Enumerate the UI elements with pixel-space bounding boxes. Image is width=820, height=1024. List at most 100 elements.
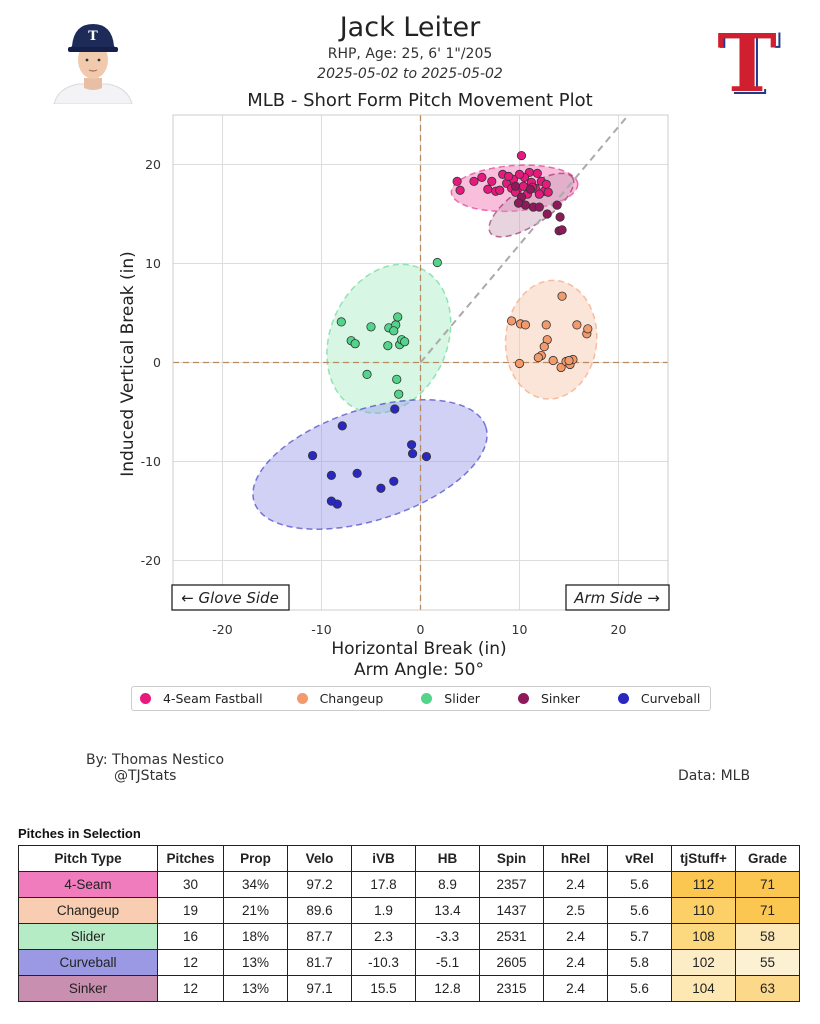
point-changeup — [556, 362, 566, 373]
legend-marker — [140, 693, 151, 704]
pitch-type-cell: Slider — [18, 923, 158, 950]
plot-title: MLB - Short Form Pitch Movement Plot — [247, 90, 593, 111]
table-cell: 2531 — [479, 923, 544, 950]
y-tick-label: 0 — [153, 355, 161, 370]
player-name: Jack Leiter — [339, 12, 481, 43]
table-row: Sinker 12 13% 97.1 15.5 12.8 2315 2.4 5.6 104 63 — [18, 975, 800, 1002]
point-4-seam-fastball — [504, 171, 514, 181]
table-cell: 108 — [671, 923, 736, 950]
legend-item: 4-Seam Fastball — [140, 691, 263, 706]
table-cell: 97.1 — [287, 975, 352, 1002]
point-4-seam-fastball — [483, 184, 493, 194]
table-cell: 2.3 — [351, 923, 416, 950]
table-cell: 12.8 — [415, 975, 480, 1002]
legend-label: Sinker — [540, 691, 580, 706]
point-4-seam-fastball — [452, 176, 462, 186]
table-row: 4-Seam 30 34% 97.2 17.8 8.9 2357 2.4 5.6 112 71 — [18, 871, 800, 898]
point-4-seam-fastball — [495, 185, 505, 195]
table-cell: 1437 — [479, 897, 544, 924]
point-slider — [336, 317, 346, 327]
pitch-type-cell: Changeup — [18, 897, 158, 924]
x-axis-label: Horizontal Break (in) — [331, 639, 506, 659]
legend-marker — [296, 693, 308, 704]
data-points — [307, 150, 593, 509]
x-tick-label: 20 — [611, 622, 627, 637]
table-header-cell: vRel — [607, 845, 672, 872]
table-cell: 19 — [157, 897, 224, 924]
point-sinker — [510, 181, 521, 191]
legend-label: Changeup — [319, 691, 384, 706]
point-sinker — [534, 202, 544, 212]
point-changeup — [564, 355, 574, 366]
point-sinker — [555, 212, 565, 222]
table-cell: 89.6 — [287, 897, 352, 924]
plot-frame — [172, 114, 669, 611]
table-header-cell: Velo — [287, 845, 352, 872]
reference-lines — [173, 114, 668, 610]
point-curveball — [337, 421, 347, 431]
table-cell: 110 — [671, 897, 736, 924]
table-cell: 71 — [735, 897, 800, 924]
svg-text:T: T — [717, 22, 780, 102]
point-slider — [350, 339, 360, 349]
table-header-cell: tjStuff+ — [671, 845, 736, 872]
point-sinker — [513, 198, 524, 208]
point-curveball — [406, 440, 417, 450]
table-row: Curveball 12 13% 81.7 -10.3 -5.1 2605 2.4 5.8 102… — [18, 949, 800, 976]
point-curveball — [407, 448, 418, 459]
table-header-cell: Prop — [223, 845, 288, 872]
credit-data-source: Data: MLB — [678, 768, 751, 784]
point-slider — [383, 341, 393, 351]
point-changeup — [548, 355, 558, 366]
point-curveball — [326, 496, 336, 506]
point-4-seam-fastball — [514, 169, 525, 179]
movement-plot: -20 -10 0 10 20 -20 -10 0 10 20 ← Glove Side Arm … — [118, 114, 670, 680]
point-slider — [400, 337, 410, 347]
point-slider — [394, 389, 404, 399]
point-4-seam-fastball — [532, 168, 542, 179]
point-changeup — [583, 324, 593, 334]
point-curveball — [352, 468, 362, 478]
table-cell: 2315 — [479, 975, 544, 1002]
legend-label: Slider — [444, 691, 480, 706]
point-slider — [366, 322, 376, 332]
pitch-type-cell: 4-Seam — [18, 871, 158, 898]
table-cell: 102 — [671, 949, 736, 976]
ellipse-curveball — [252, 398, 488, 530]
point-curveball — [376, 483, 386, 493]
point-changeup — [541, 320, 551, 330]
point-sinker — [557, 225, 567, 235]
tick-labels: -20 -10 0 10 20 -20 -10 0 10 20 — [141, 157, 627, 637]
point-slider — [389, 326, 399, 336]
y-tick-label: -10 — [141, 454, 161, 469]
table-cell: 15.5 — [351, 975, 416, 1002]
point-changeup — [506, 316, 517, 326]
player-headshot: T — [50, 20, 136, 104]
legend-item: Sinker — [517, 691, 580, 706]
pitch-type-cell: Curveball — [18, 949, 158, 976]
point-curveball — [421, 451, 432, 462]
point-curveball — [326, 470, 336, 480]
table-cell: 97.2 — [287, 871, 352, 898]
table-cell: 18% — [223, 923, 288, 950]
table-cell: 13% — [223, 975, 288, 1002]
point-4-seam-fastball — [455, 185, 465, 195]
table-cell: 5.6 — [607, 897, 672, 924]
table-cell: 2.4 — [543, 975, 608, 1002]
table-cell: 87.7 — [287, 923, 352, 950]
table-cell: 63 — [735, 975, 800, 1002]
arm-side-box: Arm Side → — [565, 584, 670, 611]
table-header-cell: HB — [415, 845, 480, 872]
table-cell: 2.4 — [543, 923, 608, 950]
glove-side-box: ← Glove Side — [171, 584, 290, 611]
table-cell: 5.7 — [607, 923, 672, 950]
x-tick-label: 10 — [512, 622, 528, 637]
legend-label: Curveball — [640, 691, 701, 706]
point-slider — [393, 312, 403, 322]
table-cell: 2.5 — [543, 897, 608, 924]
table-cell: 5.8 — [607, 949, 672, 976]
table-cell: 2.4 — [543, 949, 608, 976]
point-slider — [362, 369, 372, 379]
table-cell: 34% — [223, 871, 288, 898]
table-cell: 104 — [671, 975, 736, 1002]
